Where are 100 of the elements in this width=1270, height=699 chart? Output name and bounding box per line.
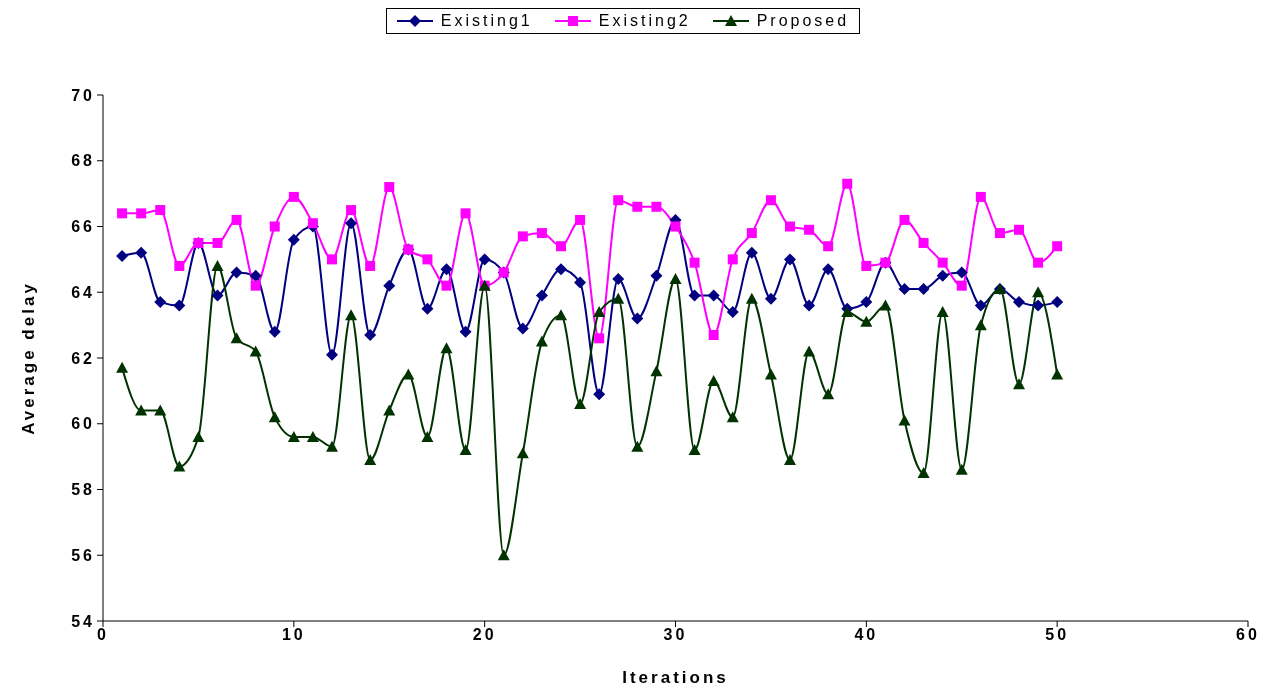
point (440, 342, 453, 354)
point (1032, 299, 1045, 312)
point (345, 309, 358, 321)
legend-label: Proposed (756, 12, 850, 30)
point (135, 404, 148, 416)
x-tick-label: 60 (1236, 626, 1260, 644)
point (364, 453, 377, 465)
point (1032, 286, 1045, 298)
point (1013, 378, 1025, 390)
point (917, 282, 930, 295)
point (707, 375, 720, 387)
point (250, 280, 261, 291)
point (421, 302, 434, 315)
point (860, 296, 873, 309)
point (268, 325, 281, 338)
point (536, 228, 547, 239)
x-axis-title: Iterations (622, 668, 729, 687)
point (173, 460, 186, 472)
point (365, 260, 376, 271)
point (135, 246, 148, 259)
y-axis-title: Average delay (19, 281, 39, 435)
point (383, 404, 396, 416)
point (918, 237, 929, 248)
point (136, 208, 147, 219)
point (231, 214, 242, 225)
y-tick-label: 58 (71, 481, 95, 499)
x-tick-label: 30 (663, 626, 688, 644)
point (268, 411, 281, 423)
point (249, 269, 262, 282)
point (154, 296, 167, 309)
point (117, 208, 128, 219)
point (745, 292, 758, 304)
point (994, 228, 1005, 239)
point (516, 322, 529, 335)
point (556, 241, 566, 252)
point (327, 254, 337, 265)
point (211, 289, 224, 302)
point (879, 299, 892, 311)
point (478, 253, 491, 266)
y-tick-label: 60 (71, 415, 95, 433)
x-tick-label: 50 (1045, 626, 1070, 644)
point (632, 201, 643, 212)
point (822, 388, 835, 400)
point (575, 214, 586, 225)
point (804, 224, 815, 235)
point (784, 453, 796, 465)
point (631, 312, 644, 325)
point (956, 280, 967, 291)
y-tick-label: 68 (71, 152, 95, 170)
point (650, 269, 663, 282)
point (650, 365, 663, 377)
point (307, 218, 318, 229)
point (822, 263, 835, 276)
point (230, 332, 243, 344)
x-tick-label: 40 (854, 626, 879, 644)
point (535, 335, 548, 347)
point (669, 273, 682, 285)
point (899, 214, 910, 225)
x-tick-label: 10 (281, 626, 306, 644)
point (421, 430, 434, 442)
point (936, 305, 949, 317)
y-tick-label: 70 (71, 86, 95, 104)
point (803, 345, 816, 357)
point (459, 444, 472, 456)
point (764, 368, 777, 380)
point (1051, 296, 1064, 309)
point (936, 269, 949, 282)
y-tick-label: 64 (71, 283, 95, 301)
x-tick-label: 0 (97, 626, 109, 644)
point (517, 231, 528, 242)
point (860, 315, 873, 327)
point (1033, 257, 1044, 268)
point (631, 440, 644, 452)
point (803, 299, 816, 312)
point (898, 282, 911, 295)
point (785, 221, 795, 232)
point (955, 266, 968, 279)
point (497, 549, 510, 561)
point (155, 205, 166, 216)
point (346, 205, 357, 216)
point (440, 263, 453, 276)
point (422, 254, 433, 265)
point (211, 259, 224, 271)
point (823, 241, 834, 252)
point (441, 280, 452, 291)
point (249, 345, 262, 357)
point (535, 289, 548, 302)
y-tick-label: 54 (71, 612, 95, 630)
point (764, 292, 777, 305)
point (955, 463, 968, 475)
point (1013, 296, 1025, 309)
point (364, 328, 377, 341)
point (116, 361, 129, 373)
point (593, 388, 606, 401)
legend-label: Existing2 (598, 12, 691, 30)
point (459, 325, 472, 338)
point (842, 178, 853, 189)
point (688, 444, 701, 456)
x-tick-label: 20 (472, 626, 497, 644)
point (975, 191, 986, 202)
